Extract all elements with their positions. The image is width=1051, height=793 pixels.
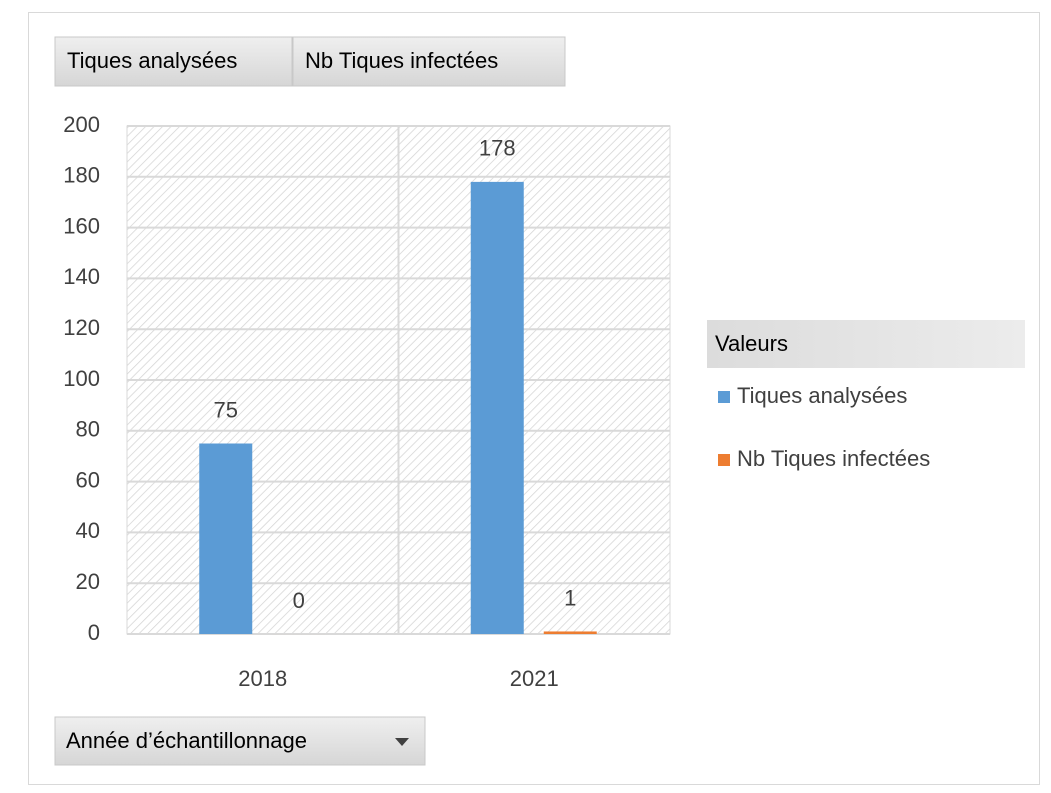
legend-title: Valeurs xyxy=(715,331,788,356)
y-tick-label: 120 xyxy=(63,315,100,340)
bar xyxy=(199,443,253,634)
legend-swatch xyxy=(718,391,730,403)
y-tick-label: 60 xyxy=(76,467,100,492)
field-button[interactable] xyxy=(292,36,566,87)
y-tick-label: 40 xyxy=(76,518,100,543)
bar xyxy=(543,631,597,634)
legend-header xyxy=(707,320,1025,368)
data-label: 178 xyxy=(479,136,516,161)
data-label: 0 xyxy=(293,588,305,613)
data-label: 75 xyxy=(214,397,238,422)
axis-field-button[interactable] xyxy=(54,716,426,766)
legend-label: Tiques analysées xyxy=(737,383,907,408)
y-tick-label: 160 xyxy=(63,213,100,238)
x-tick-label: 2021 xyxy=(510,666,559,691)
legend-label: Nb Tiques infectées xyxy=(737,446,930,471)
x-axis-label: Année d’échantillonnage xyxy=(66,728,307,753)
dropdown-arrow xyxy=(395,738,409,746)
y-tick-label: 20 xyxy=(76,569,100,594)
y-tick-label: 0 xyxy=(88,620,100,645)
y-tick-label: 180 xyxy=(63,163,100,188)
legend-swatch xyxy=(718,454,730,466)
y-tick-label: 80 xyxy=(76,417,100,442)
x-tick-label: 2018 xyxy=(238,666,287,691)
field-button[interactable] xyxy=(54,36,293,87)
field-button-label: Nb Tiques infectées xyxy=(305,48,498,73)
y-tick-label: 140 xyxy=(63,264,100,289)
y-tick-label: 100 xyxy=(63,366,100,391)
y-tick-label: 200 xyxy=(63,112,100,137)
bar xyxy=(470,181,524,634)
field-button-label: Tiques analysées xyxy=(67,48,237,73)
data-label: 1 xyxy=(564,585,576,610)
